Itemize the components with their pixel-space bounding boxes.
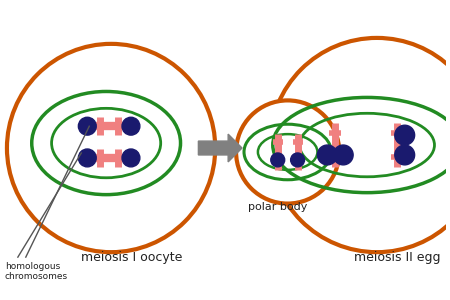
Circle shape: [291, 153, 305, 167]
Circle shape: [270, 38, 450, 252]
Circle shape: [236, 100, 339, 204]
Text: homologous
chromosomes: homologous chromosomes: [5, 262, 68, 281]
Circle shape: [395, 125, 414, 145]
Circle shape: [7, 44, 215, 252]
Text: polar body: polar body: [248, 202, 307, 212]
Circle shape: [317, 145, 337, 165]
Text: meiosis II egg: meiosis II egg: [354, 251, 440, 264]
Circle shape: [333, 145, 353, 165]
Circle shape: [78, 117, 96, 135]
Circle shape: [78, 149, 96, 167]
Circle shape: [395, 145, 414, 165]
Circle shape: [122, 117, 140, 135]
Circle shape: [271, 153, 285, 167]
Circle shape: [122, 149, 140, 167]
FancyArrow shape: [198, 134, 242, 162]
Text: meiosis I oocyte: meiosis I oocyte: [81, 251, 183, 264]
